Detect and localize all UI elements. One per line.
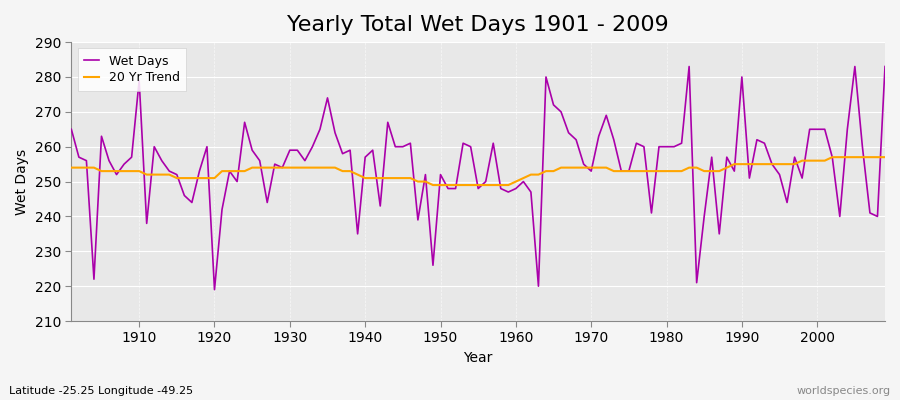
- Line: Wet Days: Wet Days: [71, 66, 885, 290]
- 20 Yr Trend: [292, 165, 302, 170]
- Wet Days: [608, 137, 619, 142]
- Wet Days: [209, 287, 220, 292]
- Wet Days: [684, 64, 695, 69]
- Legend: Wet Days, 20 Yr Trend: Wet Days, 20 Yr Trend: [77, 48, 186, 91]
- Wet Days: [510, 186, 521, 191]
- 20 Yr Trend: [338, 169, 348, 174]
- 20 Yr Trend: [510, 179, 521, 184]
- 20 Yr Trend: [518, 176, 529, 180]
- Wet Days: [879, 64, 890, 69]
- 20 Yr Trend: [126, 169, 137, 174]
- Wet Days: [66, 127, 77, 132]
- 20 Yr Trend: [428, 183, 438, 188]
- 20 Yr Trend: [879, 155, 890, 160]
- Wet Days: [345, 148, 356, 152]
- 20 Yr Trend: [827, 155, 838, 160]
- Text: worldspecies.org: worldspecies.org: [796, 386, 891, 396]
- Wet Days: [518, 179, 529, 184]
- Text: Latitude -25.25 Longitude -49.25: Latitude -25.25 Longitude -49.25: [9, 386, 194, 396]
- X-axis label: Year: Year: [464, 351, 493, 365]
- Y-axis label: Wet Days: Wet Days: [15, 148, 29, 215]
- Line: 20 Yr Trend: 20 Yr Trend: [71, 157, 885, 185]
- Wet Days: [300, 158, 310, 163]
- Title: Yearly Total Wet Days 1901 - 2009: Yearly Total Wet Days 1901 - 2009: [287, 15, 669, 35]
- 20 Yr Trend: [66, 165, 77, 170]
- 20 Yr Trend: [608, 169, 619, 174]
- Wet Days: [126, 155, 137, 160]
